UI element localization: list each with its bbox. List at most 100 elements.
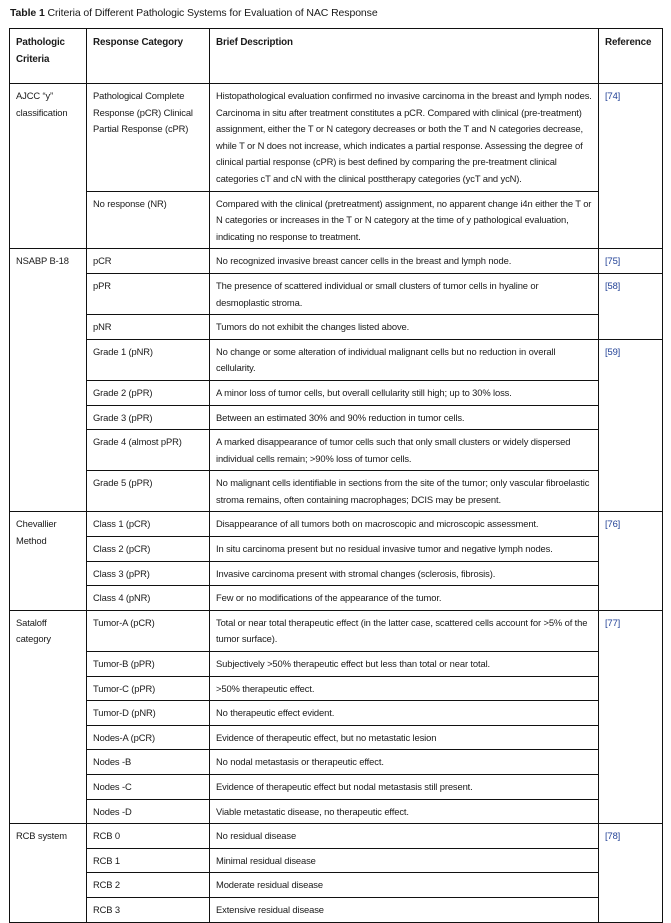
criteria-cell: Chevallier Method [9, 511, 87, 611]
response-category-cell: RCB 1 [86, 847, 210, 874]
description-cell: No recognized invasive breast cancer cel… [209, 248, 599, 274]
response-category-cell: Grade 4 (almost pPR) [86, 429, 210, 472]
table-title: Criteria of Different Pathologic Systems… [47, 7, 378, 19]
description-cell: Compared with the clinical (pretreatment… [209, 190, 599, 250]
response-category-cell: pPR [86, 272, 210, 316]
description-cell: A marked disappearance of tumor cells su… [209, 429, 599, 472]
table-row: Grade 3 (pPR) Between an estimated 30% an… [10, 404, 663, 431]
table-row: Tumor-C (pPR) >50% therapeutic effect. [10, 675, 663, 702]
description-cell: Extensive residual disease [209, 896, 599, 923]
response-category-cell: Grade 1 (pNR) [86, 338, 210, 381]
table-row: Grade 5 (pPR) No malignant cells identifi… [10, 470, 663, 513]
response-category-cell: Grade 3 (pPR) [86, 404, 210, 431]
table-row: Tumor-D (pNR) No therapeutic effect evide… [10, 700, 663, 726]
description-cell: Disappearance of all tumors both on macr… [209, 511, 599, 538]
table-row: AJCC “y” classification Pathological Comp… [9, 82, 663, 250]
description-cell: Moderate residual disease [209, 872, 599, 898]
criteria-cell: NSABP B-18 [9, 248, 87, 513]
response-category-cell: Nodes -B [86, 749, 210, 775]
response-category-cell: RCB 3 [86, 896, 210, 923]
response-category-cell: No response (NR) [86, 190, 210, 250]
table-row: Nodes -C Evidence of therapeutic effect b… [10, 774, 663, 800]
description-cell: In situ carcinoma present but no residua… [209, 536, 599, 562]
response-category-cell: pCR [86, 248, 210, 274]
response-category-cell: RCB 0 [86, 823, 210, 849]
criteria-table: Pathologic Criteria Response Category Br… [9, 28, 663, 923]
response-category-cell: Pathological Complete Response (pCR) Cli… [86, 83, 210, 192]
header-reference: Reference [598, 28, 663, 84]
table-row: Nodes -B No nodal metastasis or therapeut… [10, 749, 663, 775]
description-cell: A minor loss of tumor cells, but overall… [209, 379, 599, 406]
description-cell: Tumors do not exhibit the changes listed… [209, 314, 599, 340]
description-cell: The presence of scattered individual or … [209, 272, 599, 316]
table-row: Nodes -D Viable metastatic disease, no th… [10, 798, 663, 825]
table-row: Class 4 (pNR) Few or no modifications of … [10, 585, 663, 611]
table-row: RCB 3 Extensive residual disease [10, 896, 663, 923]
table-row: Sataloff category Tumor-A (pCR) Total or n… [9, 609, 663, 825]
table-row: Grade 2 (pPR) A minor loss of tumor cells… [10, 379, 663, 406]
description-cell: Minimal residual disease [209, 847, 599, 874]
description-cell: No residual disease [209, 823, 599, 849]
description-cell: Evidence of therapeutic effect but nodal… [209, 774, 599, 800]
response-category-cell: RCB 2 [86, 872, 210, 898]
description-cell: >50% therapeutic effect. [209, 675, 599, 702]
response-category-cell: Nodes -C [86, 774, 210, 800]
description-cell: Viable metastatic disease, no therapeuti… [209, 798, 599, 825]
description-cell: No malignant cells identifiable in secti… [209, 470, 599, 513]
response-category-cell: Class 1 (pCR) [86, 511, 210, 538]
table-row: Chevallier Method Class 1 (pCR) Disappeara… [9, 511, 663, 611]
response-category-cell: Nodes-A (pCR) [86, 724, 210, 751]
table-row: RCB system RCB 0 No residual disease [78] [9, 823, 663, 923]
table-row: Tumor-B (pPR) Subjectively >50% therapeut… [10, 651, 663, 677]
header-row: Pathologic Criteria Response Category Br… [9, 28, 663, 84]
table-row: Class 3 (pPR) Invasive carcinoma present … [10, 560, 663, 587]
criteria-cell: RCB system [9, 823, 87, 923]
table-row: Class 2 (pCR) In situ carcinoma present b… [10, 536, 663, 562]
table-row: No response (NR) Compared with the clinic… [10, 190, 663, 250]
response-category-cell: Class 2 (pCR) [86, 536, 210, 562]
description-cell: No therapeutic effect evident. [209, 700, 599, 726]
response-category-cell: Tumor-B (pPR) [86, 651, 210, 677]
reference-link[interactable]: [78] [598, 823, 663, 923]
description-cell: No change or some alteration of individu… [209, 338, 599, 381]
response-category-cell: Nodes -D [86, 798, 210, 825]
reference-link[interactable]: [74] [598, 82, 663, 250]
description-cell: Between an estimated 30% and 90% reducti… [209, 404, 599, 431]
response-category-cell: Grade 5 (pPR) [86, 470, 210, 513]
table-label: Table 1 [10, 7, 45, 19]
table-row: pNR Tumors do not exhibit the changes lis… [10, 314, 663, 340]
header-brief-description: Brief Description [209, 28, 599, 84]
table-row: pPR The presence of scattered individual … [10, 272, 663, 340]
reference-link[interactable]: [76] [598, 511, 663, 611]
reference-link[interactable]: [75] [598, 248, 663, 274]
response-category-cell: Grade 2 (pPR) [86, 379, 210, 406]
reference-link[interactable]: [59] [598, 338, 663, 513]
table-row: Nodes-A (pCR) Evidence of therapeutic eff… [10, 724, 663, 751]
response-category-cell: Tumor-D (pNR) [86, 700, 210, 726]
response-category-cell: Tumor-A (pCR) [86, 609, 210, 653]
description-cell: Histopathological evaluation confirmed n… [209, 83, 599, 192]
header-response-category: Response Category [86, 28, 210, 84]
reference-link[interactable]: [58] [598, 272, 663, 340]
table-row: NSABP B-18 pCR No recognized invasive brea… [9, 248, 663, 513]
description-cell: Total or near total therapeutic effect (… [209, 609, 599, 653]
description-cell: Invasive carcinoma present with stromal … [209, 560, 599, 587]
table-body: AJCC “y” classification Pathological Comp… [9, 82, 663, 923]
response-category-cell: pNR [86, 314, 210, 340]
header-pathologic-criteria: Pathologic Criteria [9, 28, 87, 84]
reference-link[interactable]: [77] [598, 609, 663, 825]
criteria-cell: AJCC “y” classification [9, 82, 87, 250]
response-category-cell: Class 4 (pNR) [86, 585, 210, 611]
table-row: RCB 2 Moderate residual disease [10, 872, 663, 898]
description-cell: Subjectively >50% therapeutic effect but… [209, 651, 599, 677]
table-row: Grade 4 (almost pPR) A marked disappearan… [10, 429, 663, 472]
table-caption: Table 1 Criteria of Different Pathologic… [10, 7, 378, 19]
description-cell: Evidence of therapeutic effect, but no m… [209, 724, 599, 751]
response-category-cell: Tumor-C (pPR) [86, 675, 210, 702]
criteria-cell: Sataloff category [9, 609, 87, 825]
response-category-cell: Class 3 (pPR) [86, 560, 210, 587]
table-row: RCB 1 Minimal residual disease [10, 847, 663, 874]
table-row: Grade 1 (pNR) No change or some alteratio… [10, 338, 663, 513]
description-cell: Few or no modifications of the appearanc… [209, 585, 599, 611]
description-cell: No nodal metastasis or therapeutic effec… [209, 749, 599, 775]
